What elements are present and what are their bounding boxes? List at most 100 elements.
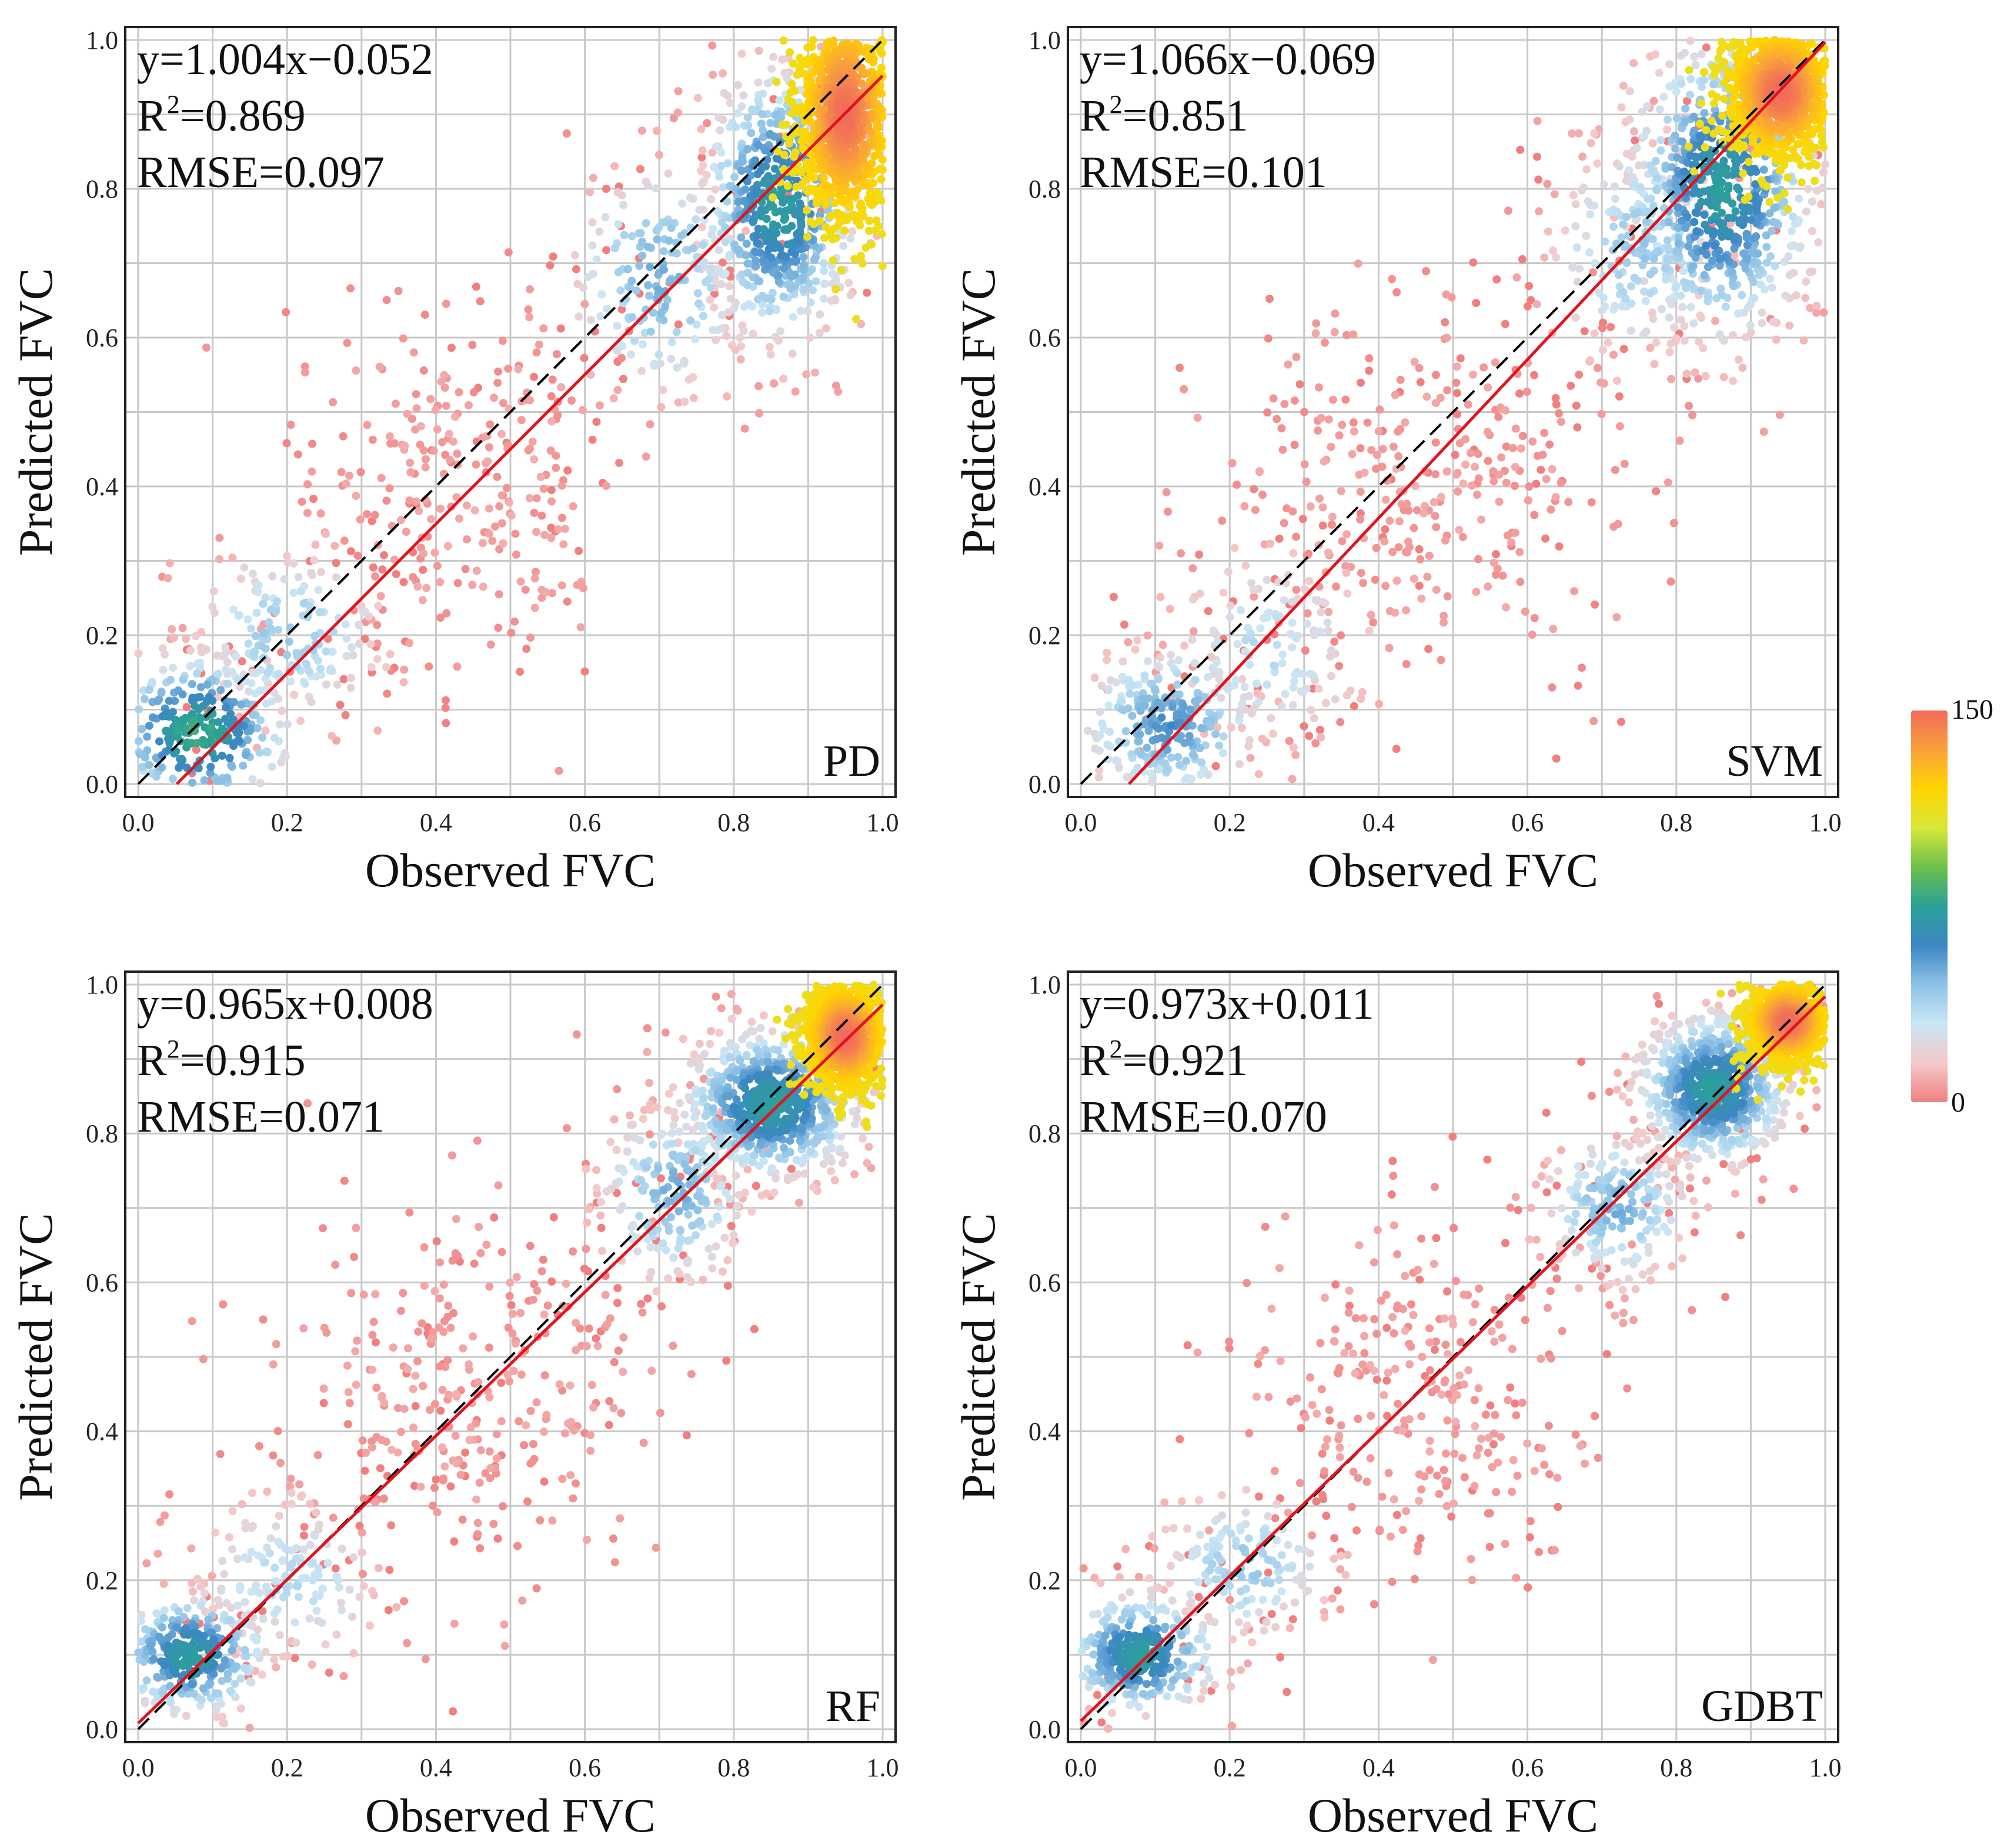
data-point: [236, 575, 245, 583]
data-point: [1549, 625, 1558, 633]
data-point: [659, 247, 668, 256]
data-point: [315, 608, 324, 616]
data-point: [698, 146, 707, 155]
data-point: [717, 311, 726, 319]
data-point: [373, 621, 382, 629]
data-point: [1789, 212, 1798, 221]
data-point: [578, 406, 587, 415]
data-point: [769, 193, 777, 202]
data-point: [1270, 661, 1278, 670]
data-point: [657, 403, 666, 412]
data-point: [303, 480, 312, 489]
data-point: [1385, 643, 1394, 652]
data-point: [1178, 709, 1187, 718]
data-point: [1661, 264, 1669, 273]
data-point: [222, 703, 231, 712]
data-point: [1103, 649, 1111, 657]
data-point: [207, 723, 216, 732]
data-point: [208, 602, 217, 611]
data-point: [1586, 210, 1595, 219]
data-point: [876, 46, 885, 55]
data-point: [1391, 608, 1400, 617]
data-point: [234, 611, 243, 620]
data-point: [489, 393, 498, 402]
data-point: [700, 258, 709, 266]
data-point: [1557, 478, 1565, 487]
data-point: [744, 300, 753, 309]
data-point: [710, 303, 718, 312]
data-point: [1431, 371, 1440, 379]
data-point: [303, 509, 312, 518]
data-point: [816, 216, 824, 225]
data-point: [822, 324, 830, 333]
data-point: [766, 307, 774, 316]
data-point: [1547, 505, 1555, 514]
data-point: [349, 651, 358, 660]
data-point: [756, 248, 764, 257]
data-point: [1692, 227, 1701, 236]
data-point: [779, 375, 788, 383]
data-point: [570, 251, 579, 259]
data-point: [405, 639, 414, 648]
data-point: [1511, 528, 1519, 537]
data-point: [1699, 76, 1708, 84]
data-point: [1156, 593, 1165, 601]
data-point: [619, 201, 627, 209]
data-point: [1131, 645, 1140, 654]
data-point: [532, 348, 541, 357]
data-point: [1687, 280, 1696, 289]
data-point: [1241, 636, 1250, 645]
data-point: [373, 639, 382, 648]
data-point: [1431, 512, 1439, 521]
data-point: [1288, 700, 1297, 709]
data-point: [1780, 189, 1789, 198]
data-point: [1303, 609, 1312, 618]
data-point: [689, 244, 697, 253]
data-point: [741, 185, 750, 194]
data-point: [786, 48, 794, 56]
data-point: [507, 511, 516, 520]
data-point: [743, 113, 752, 122]
data-point: [472, 460, 480, 469]
data-point: [579, 584, 587, 592]
data-point: [191, 632, 200, 641]
data-point: [725, 251, 734, 259]
data-point: [537, 511, 546, 520]
data-point: [431, 406, 440, 415]
data-point: [1532, 300, 1541, 309]
data-point: [1729, 331, 1737, 339]
data-point: [526, 445, 534, 453]
data-point: [1121, 727, 1130, 736]
data-point: [1651, 50, 1659, 59]
data-point: [1317, 608, 1325, 616]
data-point: [1173, 669, 1181, 678]
data-point: [716, 126, 724, 135]
data-point: [1573, 423, 1582, 432]
data-point: [799, 285, 808, 294]
data-point: [1157, 713, 1166, 722]
data-point: [1461, 460, 1470, 469]
data-point: [562, 129, 571, 138]
data-point: [358, 606, 367, 615]
data-point: [719, 258, 727, 267]
data-point: [1230, 543, 1239, 552]
data-point: [1144, 694, 1153, 703]
data-point: [552, 350, 561, 359]
data-point: [592, 255, 601, 264]
data-point: [1124, 704, 1133, 713]
data-point: [856, 199, 865, 208]
data-point: [314, 586, 323, 595]
data-point: [436, 505, 445, 513]
data-point: [1676, 291, 1685, 300]
data-point: [636, 165, 644, 174]
data-point: [595, 401, 604, 410]
data-point: [1678, 303, 1687, 311]
data-point: [1744, 192, 1753, 201]
data-point: [1781, 291, 1790, 300]
data-point: [440, 371, 449, 379]
data-point: [438, 438, 446, 446]
data-point: [1367, 611, 1375, 619]
data-point: [1437, 656, 1445, 665]
data-point: [1671, 144, 1680, 153]
data-point: [340, 536, 349, 545]
